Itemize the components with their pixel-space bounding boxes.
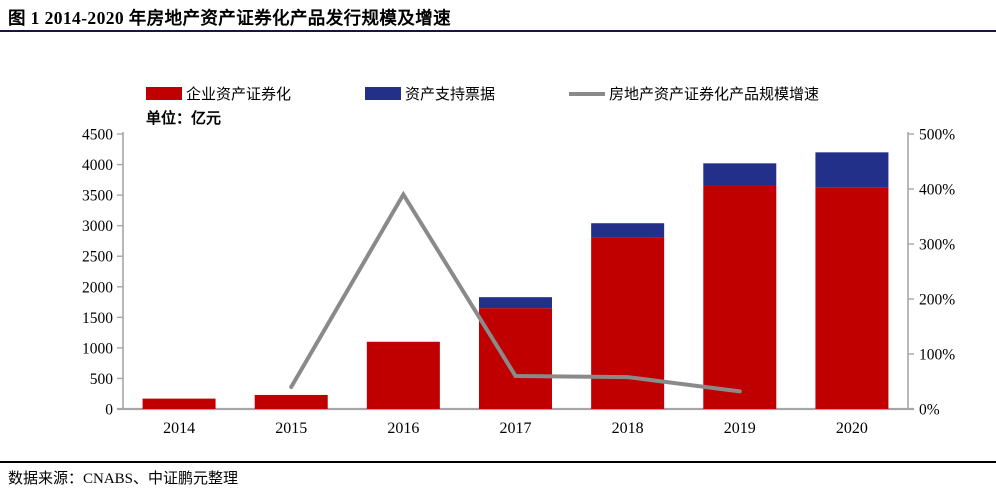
x-axis-category-label: 2014	[163, 420, 195, 437]
left-axis-tick-label: 1000	[82, 340, 113, 357]
growth-rate-line	[289, 190, 742, 394]
left-axis-tick-label: 3500	[82, 188, 113, 205]
bar-segment-abn	[815, 152, 889, 188]
bar-segment-enterprise-abs	[815, 187, 889, 409]
right-axis-tick-label: 300%	[919, 237, 955, 254]
left-axis-tick-label: 500	[90, 371, 114, 388]
x-axis-category-label: 2018	[612, 420, 644, 437]
bar-segment-abn	[591, 223, 665, 238]
bar-segment-enterprise-abs	[142, 398, 216, 409]
bar-segment-enterprise-abs	[591, 237, 665, 409]
x-axis-category-label: 2020	[836, 420, 868, 437]
legend-label: 资产支持票据	[405, 87, 496, 103]
x-axis-category-label: 2017	[500, 420, 532, 437]
bar-segment-abn	[703, 163, 777, 186]
right-axis-tick-label: 100%	[919, 347, 955, 364]
footer-rule	[0, 461, 996, 463]
x-axis-category-label: 2019	[724, 420, 756, 437]
right-axis-tick-label: 500%	[919, 127, 955, 144]
figure-title: 图 1 2014-2020 年房地产资产证券化产品发行规模及增速	[8, 8, 452, 28]
legend-color-swatch	[146, 87, 182, 100]
right-axis-tick-label: 200%	[919, 292, 955, 309]
legend-item: 企业资产证券化	[146, 83, 291, 104]
x-axis-category-label: 2015	[275, 420, 307, 437]
x-axis-category-label: 2016	[387, 420, 419, 437]
bar-segment-enterprise-abs	[703, 185, 777, 409]
legend-line-swatch	[569, 91, 606, 96]
bar-segment-enterprise-abs	[254, 394, 328, 409]
left-axis-tick-label: 2500	[82, 249, 113, 266]
title-rule	[0, 30, 996, 33]
legend-label: 房地产资产证券化产品规模增速	[609, 87, 820, 103]
data-source: 数据来源：CNABS、中证鹏元整理	[8, 471, 239, 487]
bar-segment-enterprise-abs	[366, 341, 440, 409]
left-axis-tick-label: 4000	[82, 157, 113, 174]
legend: 企业资产证券化 资产支持票据 房地产资产证券化产品规模增速	[146, 83, 819, 104]
left-axis-tick-label: 3000	[82, 218, 113, 235]
left-axis-tick-label: 2000	[82, 279, 113, 296]
left-axis-tick-label: 0	[105, 402, 113, 419]
legend-label: 企业资产证券化	[186, 87, 292, 103]
unit-label: 单位：亿元	[146, 111, 222, 127]
bar-segment-abn	[479, 297, 552, 309]
bar-segment-enterprise-abs	[479, 308, 552, 409]
legend-item: 资产支持票据	[365, 83, 495, 104]
legend-color-swatch	[365, 87, 402, 100]
left-axis-tick-label: 1500	[82, 310, 113, 327]
left-axis-tick-label: 4500	[82, 127, 113, 144]
right-axis-tick-label: 400%	[919, 182, 955, 199]
right-axis-tick-label: 0%	[919, 402, 940, 419]
legend-item: 房地产资产证券化产品规模增速	[569, 83, 819, 104]
